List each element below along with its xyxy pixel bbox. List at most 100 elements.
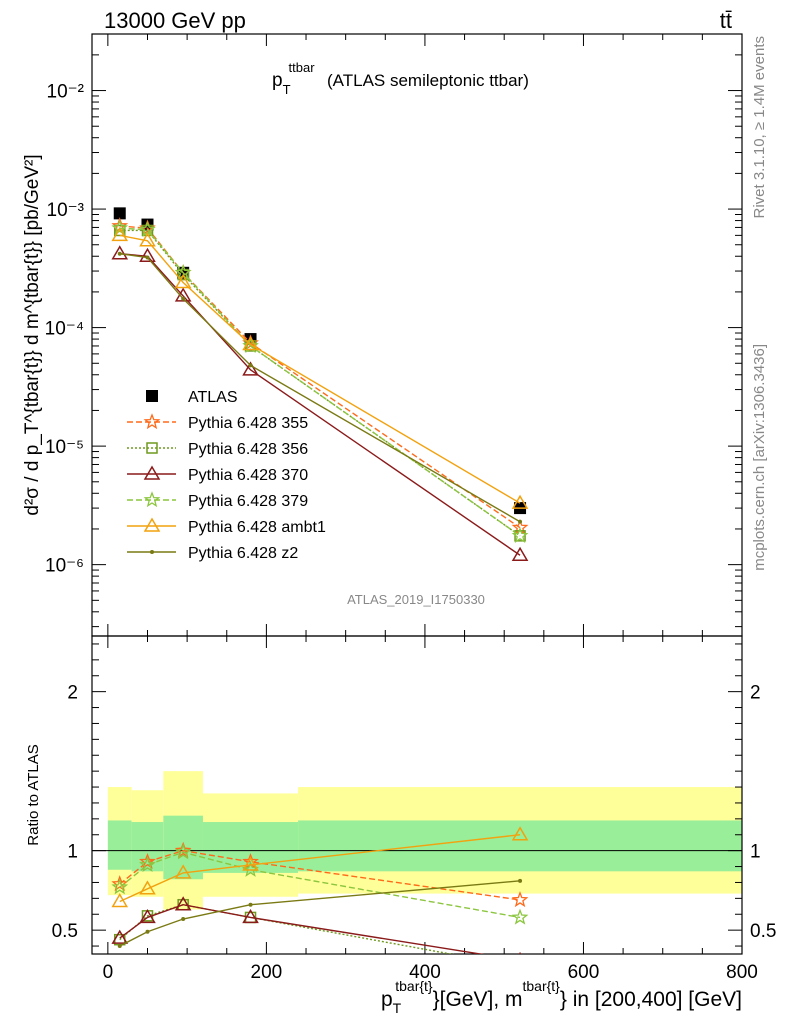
ratio-data-point	[139, 908, 156, 924]
ratio-data-point	[139, 880, 156, 895]
legend-marker	[143, 413, 161, 430]
main-series-line	[119, 227, 521, 537]
ratio-data-point	[111, 878, 129, 895]
ratio-y-tick-label: 2	[750, 683, 761, 704]
legend-marker	[150, 550, 154, 554]
axis-ticks: 0 200 400 600 800 10⁻⁶ 10⁻⁵ 10⁻⁴ 10⁻³ 10⁻² 0.5 0.5 1…	[45, 33, 776, 983]
ratio-data-point	[145, 929, 150, 934]
main-series-line	[119, 253, 521, 556]
legend-entry: Pythia 6.428 355	[127, 413, 308, 432]
legend-marker	[143, 465, 161, 480]
ratio-series-line	[119, 903, 485, 954]
ratio-data-point	[174, 843, 192, 860]
series-0	[113, 207, 527, 515]
ratio-y-tick-label: 0.5	[52, 921, 78, 942]
main-data-point	[242, 336, 259, 351]
main-series-line	[119, 253, 521, 523]
mcplots-label: mcplots.cern.ch [arXiv:1306.3436]	[751, 344, 768, 571]
legend-entry: ATLAS	[146, 389, 238, 406]
legend-label: Pythia 6.428 356	[188, 441, 308, 458]
ratio-data-point	[139, 856, 156, 873]
main-series-line	[119, 234, 521, 504]
main-data-point	[141, 224, 154, 237]
plot-title-main: p	[272, 70, 283, 91]
legend-entry: Pythia 6.428 370	[127, 465, 308, 484]
series-6	[117, 251, 523, 524]
ratio-y-tick-label: 0.5	[750, 921, 776, 942]
legend: ATLAS Pythia 6.428 355 Pythia 6.428 356 Pyt…	[127, 389, 326, 562]
ratio-series-2	[113, 898, 455, 954]
legend-label: Pythia 6.428 355	[188, 415, 308, 432]
legend-entry: Pythia 6.428 379	[127, 491, 308, 510]
legend-label: Pythia 6.428 ambt1	[188, 519, 326, 536]
ratio-data-point	[139, 853, 156, 869]
x-axis-label-p-sub: T	[393, 1000, 402, 1016]
ratio-data-point	[174, 896, 192, 911]
ratio-data-point	[174, 864, 192, 879]
header-left: 13000 GeV pp	[104, 8, 246, 33]
ratio-series-3	[111, 896, 522, 954]
x-tick-label: 0	[103, 962, 114, 983]
x-axis-label-m-sup: tbar{t}	[522, 978, 560, 994]
series-4	[111, 219, 529, 543]
ratio-y-axis-label: Ratio to ATLAS	[25, 744, 42, 845]
ratio-series-6	[117, 878, 523, 949]
legend-label: Pythia 6.428 370	[188, 467, 308, 484]
legend-label: ATLAS	[188, 389, 238, 406]
uncertainty-band-green	[107, 820, 132, 870]
ratio-series-line	[119, 851, 521, 919]
ratio-series-line	[119, 903, 455, 954]
ratio-data-point	[242, 856, 259, 871]
main-data-point	[511, 494, 529, 509]
ratio-data-point	[111, 929, 129, 944]
ratio-series-5	[111, 826, 529, 908]
x-tick-label: 600	[568, 962, 600, 983]
x-tick-label: 200	[251, 962, 283, 983]
ratio-series-line	[119, 834, 521, 903]
legend-entry: Pythia 6.428 z2	[127, 545, 298, 562]
uncertainty-band-green	[163, 815, 203, 880]
ratio-data-point	[181, 917, 186, 922]
main-data-point	[111, 226, 129, 242]
ratio-data-point	[518, 951, 522, 954]
main-data-point	[248, 363, 253, 368]
main-data-point	[139, 232, 156, 247]
x-axis-label-mid: }[GeV], m	[433, 988, 523, 1011]
ratio-data-point	[511, 891, 529, 908]
data-series	[111, 207, 529, 954]
legend-entry: Pythia 6.428 ambt1	[127, 517, 326, 536]
main-data-point	[511, 526, 529, 543]
y-tick-label: 10⁻⁵	[45, 437, 84, 458]
main-y-axis-label: d²σ / d p_T^{tbar{t}} d m^{tbar{t}} [pb/…	[22, 154, 43, 515]
rivet-label: Rivet 3.1.10, ≥ 1.4M events	[751, 36, 768, 219]
ratio-panel-frame	[91, 635, 743, 955]
ratio-data-point	[511, 908, 529, 925]
main-data-point	[511, 546, 529, 562]
x-axis-label-p: p	[381, 988, 393, 1011]
main-data-point	[111, 219, 129, 236]
plot-title-sup: ttbar	[289, 60, 316, 75]
main-data-point	[145, 255, 150, 260]
main-data-point	[177, 268, 189, 281]
main-data-point	[113, 207, 126, 220]
header-right: tt̄	[720, 8, 732, 33]
main-data-point	[518, 519, 523, 524]
main-data-point	[111, 245, 129, 260]
y-tick-label: 10⁻⁶	[45, 556, 84, 577]
y-tick-label: 10⁻⁴	[45, 319, 84, 340]
ratio-y-tick-label: 1	[750, 842, 761, 863]
plot-title-sub: T	[283, 82, 291, 97]
x-tick-label: 800	[726, 962, 758, 983]
y-tick-label: 10⁻²	[47, 82, 85, 103]
legend-marker	[143, 491, 161, 508]
series-5	[111, 226, 529, 509]
x-axis-label: pTtbar{t}}[GeV], mtbar{t}} in [200,400] …	[381, 978, 742, 1016]
plot-title: pTttbar	[272, 60, 315, 97]
main-data-point	[181, 296, 186, 301]
legend-label: Pythia 6.428 379	[188, 493, 308, 510]
main-data-point	[139, 247, 156, 262]
main-data-point	[117, 251, 122, 256]
series-3	[111, 245, 529, 562]
ratio-y-tick-label: 2	[67, 683, 78, 704]
